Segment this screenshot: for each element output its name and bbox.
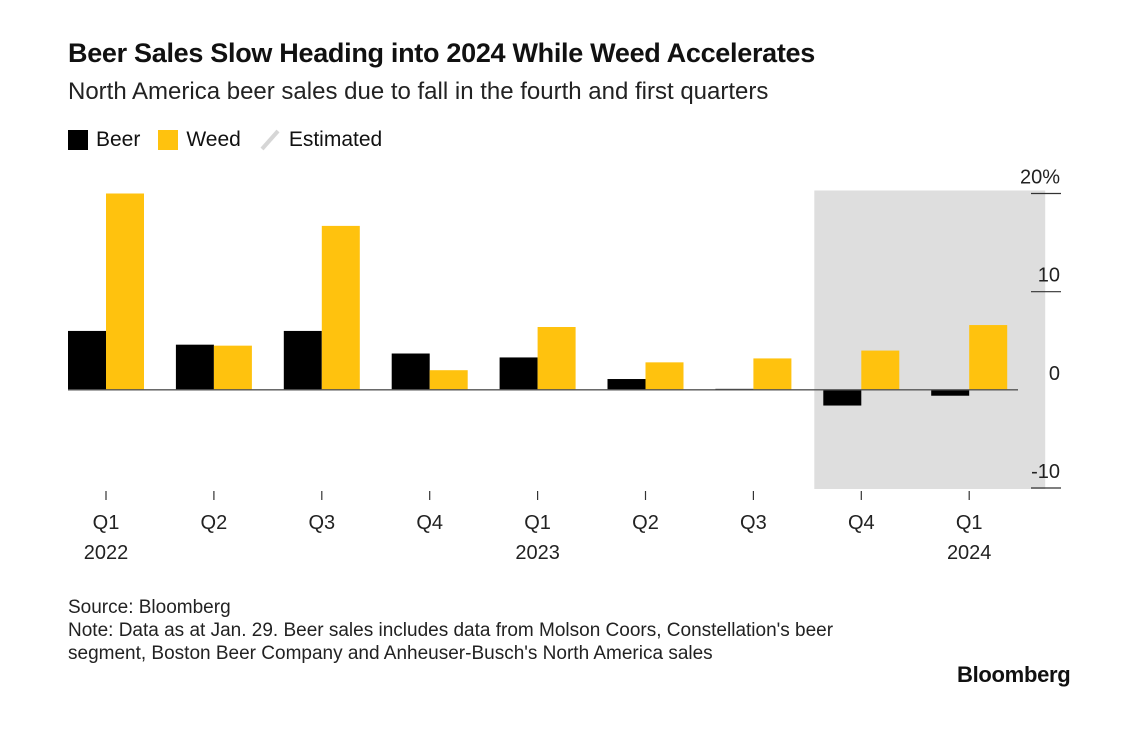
x-tick-label: Q1 xyxy=(956,512,983,534)
chart-footer: Source: Bloomberg Note: Data as at Jan. … xyxy=(68,596,908,665)
bar-weed xyxy=(213,345,252,390)
bar-beer xyxy=(68,330,106,390)
bar-weed xyxy=(537,327,576,390)
bar-beer xyxy=(175,344,214,390)
bar-beer xyxy=(823,389,862,406)
x-tick-label: Q1 xyxy=(93,512,120,534)
bar-weed xyxy=(429,370,468,390)
legend-swatch-beer xyxy=(68,130,88,150)
legend-label-beer: Beer xyxy=(96,128,141,151)
bar-weed xyxy=(321,225,360,390)
y-tick-label: 20% xyxy=(1020,167,1060,189)
legend-item-weed: Weed xyxy=(158,128,241,152)
chart-subtitle: North America beer sales due to fall in … xyxy=(68,78,769,105)
legend-item-estimated: Estimated xyxy=(259,128,382,152)
legend-item-beer: Beer xyxy=(68,128,140,152)
y-tick-label: 0 xyxy=(1049,363,1060,385)
x-year-label: 2022 xyxy=(84,542,129,564)
bar-beer xyxy=(391,353,430,390)
x-tick-label: Q3 xyxy=(740,512,767,534)
x-tick-label: Q2 xyxy=(201,512,228,534)
bloomberg-logo: Bloomberg xyxy=(957,662,1071,687)
source-note: Source: Bloomberg xyxy=(68,597,231,618)
legend-swatch-estimated-icon xyxy=(260,129,280,151)
x-tick-label: Q3 xyxy=(308,512,335,534)
legend: Beer Weed Estimated xyxy=(68,128,400,152)
bar-beer xyxy=(607,379,646,390)
x-tick-label: Q4 xyxy=(848,512,875,534)
bar-weed xyxy=(861,350,900,390)
estimated-period-band xyxy=(814,190,1046,489)
bar-beer xyxy=(283,330,322,390)
x-year-label: 2024 xyxy=(947,542,992,564)
bar-beer xyxy=(499,357,538,390)
x-year-label: 2023 xyxy=(515,542,560,564)
legend-label-estimated: Estimated xyxy=(288,128,383,151)
data-note: Note: Data as at Jan. 29. Beer sales inc… xyxy=(68,620,834,664)
legend-swatch-weed xyxy=(158,130,179,150)
x-tick-label: Q1 xyxy=(524,512,551,534)
bar-weed xyxy=(969,325,1008,390)
bar-beer xyxy=(931,389,970,396)
legend-label-weed: Weed xyxy=(186,128,241,151)
x-tick-label: Q4 xyxy=(416,512,443,534)
bar-weed xyxy=(106,193,144,390)
y-tick-label: 10 xyxy=(1038,265,1060,287)
x-tick-label: Q2 xyxy=(632,512,659,534)
y-tick-label: -10 xyxy=(1031,461,1060,483)
bar-weed xyxy=(753,358,792,390)
bar-weed xyxy=(645,362,684,390)
chart-title: Beer Sales Slow Heading into 2024 While … xyxy=(68,38,815,68)
